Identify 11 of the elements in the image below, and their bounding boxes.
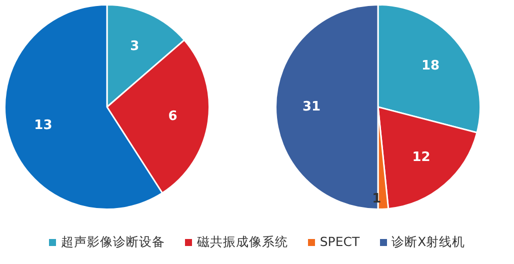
data-label: 18 (422, 58, 440, 74)
legend-label: 诊断X射线机 (390, 234, 466, 251)
data-label: 31 (302, 99, 321, 114)
data-label: 13 (34, 118, 52, 134)
data-label: 6 (168, 108, 178, 124)
legend-label: 超声影像诊断设备 (60, 234, 165, 251)
data-label: 1 (372, 191, 382, 206)
legend-label: 磁共振成像系统 (196, 234, 288, 251)
data-label: 3 (130, 38, 140, 54)
data-label: 12 (412, 150, 430, 165)
legend-label: SPECT (318, 234, 360, 251)
